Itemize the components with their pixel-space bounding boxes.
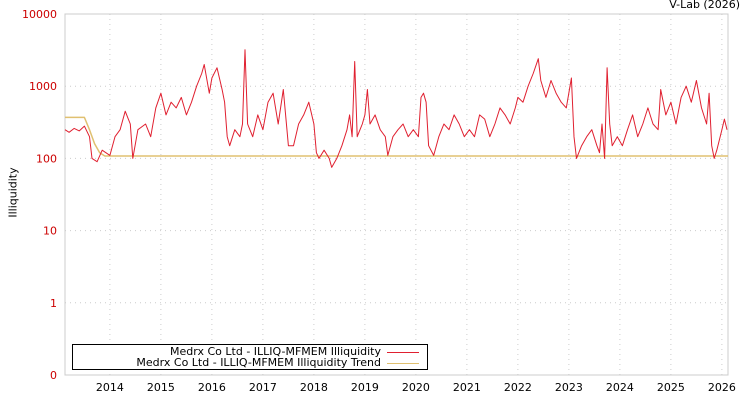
legend-label: Medrx Co Ltd - ILLIQ-MFMEM Illiquidity: [170, 345, 381, 358]
x-tick-label: 2026: [708, 381, 736, 394]
trend-series-line: [65, 116, 728, 157]
x-tick-label: 2023: [555, 381, 583, 394]
legend: Medrx Co Ltd - ILLIQ-MFMEM Illiquidity M…: [72, 344, 428, 370]
plot-frame: [64, 13, 729, 376]
y-tick-label: 10000: [22, 8, 57, 21]
legend-item-trend: Medrx Co Ltd - ILLIQ-MFMEM Illiquidity T…: [136, 357, 419, 369]
x-tick-label: 2017: [249, 381, 277, 394]
y-axis-label: Illiquidity: [6, 167, 20, 218]
illiquidity-series-line: [64, 49, 728, 168]
y-tick-label: 10: [43, 225, 57, 238]
x-tick-label: 2022: [504, 381, 532, 394]
x-tick-label: 2016: [198, 381, 226, 394]
x-tick-label: 2015: [147, 381, 175, 394]
x-tick-label: 2020: [402, 381, 430, 394]
y-tick-label: 1000: [29, 80, 57, 93]
legend-label: Medrx Co Ltd - ILLIQ-MFMEM Illiquidity T…: [136, 356, 381, 369]
x-tick-label: 2021: [453, 381, 481, 394]
legend-swatch: [387, 362, 419, 364]
x-tick-label: 2024: [606, 381, 634, 394]
x-tick-label: 2014: [96, 381, 124, 394]
y-tick-label: 100: [36, 152, 57, 165]
x-tick-label: 2019: [351, 381, 379, 394]
x-tick-label: 2025: [657, 381, 685, 394]
legend-swatch: [387, 351, 419, 353]
x-tick-label: 2018: [300, 381, 328, 394]
legend-item-illiquidity: Medrx Co Ltd - ILLIQ-MFMEM Illiquidity: [170, 346, 419, 358]
credit-label: V-Lab (2026): [669, 0, 740, 11]
y-tick-label: 1: [50, 297, 57, 310]
y-tick-label: 0: [50, 369, 57, 382]
